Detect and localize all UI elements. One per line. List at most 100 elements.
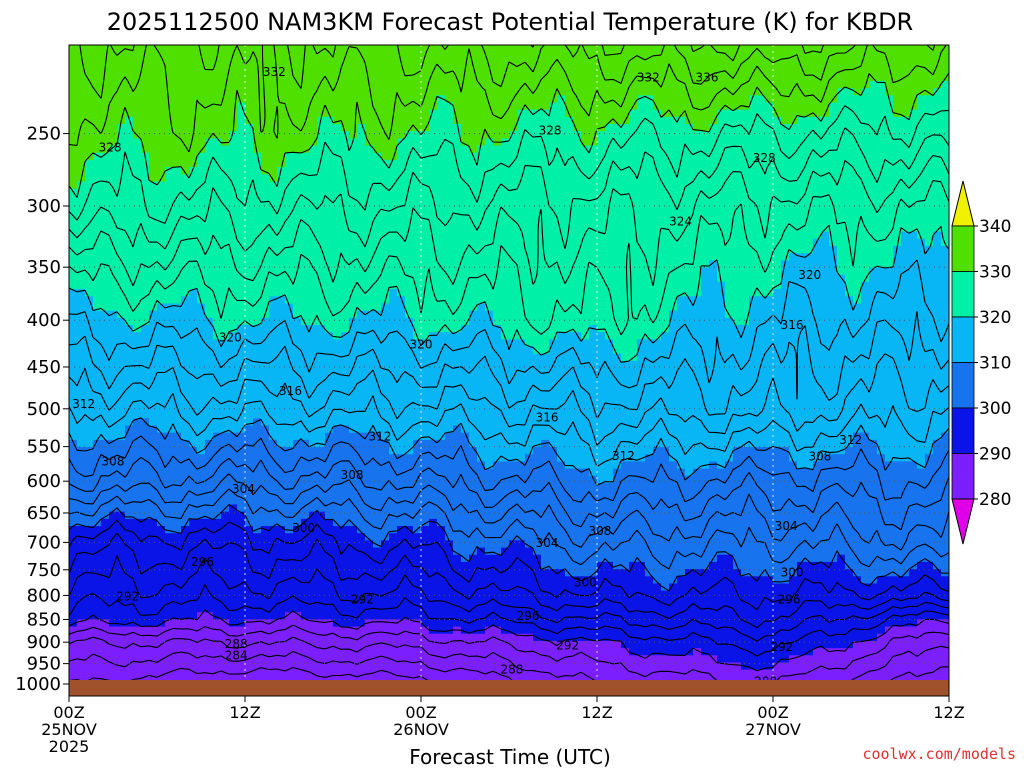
fill-cell bbox=[453, 181, 462, 190]
fill-cell bbox=[653, 332, 662, 340]
fill-cell bbox=[333, 123, 342, 132]
fill-cell bbox=[565, 145, 574, 154]
fill-cell bbox=[605, 52, 614, 60]
fill-cell bbox=[365, 174, 374, 183]
fill-cell bbox=[741, 131, 750, 139]
fill-cell bbox=[685, 95, 694, 104]
fill-cell bbox=[941, 181, 949, 190]
fill-cell bbox=[461, 332, 470, 340]
fill-cell bbox=[637, 317, 646, 326]
fill-cell bbox=[157, 102, 166, 111]
fill-cell bbox=[405, 159, 414, 168]
fill-cell bbox=[837, 80, 846, 89]
fill-cell bbox=[485, 274, 494, 283]
fill-cell bbox=[445, 260, 454, 269]
fill-cell bbox=[317, 116, 326, 125]
fill-cell bbox=[613, 88, 622, 96]
fill-cell bbox=[309, 159, 318, 168]
fill-cell bbox=[317, 368, 326, 376]
fill-cell bbox=[845, 66, 854, 75]
fill-cell bbox=[589, 45, 598, 53]
fill-cell bbox=[917, 238, 926, 247]
fill-cell bbox=[733, 138, 742, 147]
fill-cell bbox=[613, 346, 622, 355]
fill-cell bbox=[293, 238, 302, 247]
fill-cell bbox=[141, 281, 150, 290]
fill-cell bbox=[317, 202, 326, 211]
fill-cell bbox=[277, 310, 286, 319]
fill-cell bbox=[485, 109, 494, 118]
fill-cell bbox=[101, 303, 110, 312]
fill-cell bbox=[437, 224, 446, 233]
fill-cell bbox=[877, 73, 886, 82]
fill-cell bbox=[325, 59, 334, 68]
fill-cell bbox=[365, 360, 374, 369]
fill-cell bbox=[541, 296, 550, 305]
fill-cell bbox=[173, 95, 182, 104]
fill-cell bbox=[853, 45, 862, 53]
fill-cell bbox=[437, 332, 446, 340]
fill-cell bbox=[821, 45, 830, 53]
fill-cell bbox=[733, 181, 742, 190]
fill-cell bbox=[357, 246, 366, 254]
fill-cell bbox=[933, 246, 942, 254]
fill-cell bbox=[813, 238, 822, 247]
fill-cell bbox=[797, 45, 806, 53]
fill-cell bbox=[301, 317, 310, 326]
fill-cell bbox=[221, 281, 230, 290]
fill-cell bbox=[941, 73, 949, 82]
fill-cell bbox=[365, 253, 374, 261]
fill-cell bbox=[405, 296, 414, 305]
fill-cell bbox=[437, 231, 446, 240]
fill-cell bbox=[741, 116, 750, 125]
fill-cell bbox=[149, 360, 158, 369]
fill-cell bbox=[933, 202, 942, 211]
fill-cell bbox=[173, 152, 182, 161]
fill-cell bbox=[757, 332, 766, 340]
fill-cell bbox=[445, 181, 454, 190]
fill-cell bbox=[525, 310, 534, 319]
fill-cell bbox=[125, 303, 134, 312]
fill-cell bbox=[277, 66, 286, 75]
fill-cell bbox=[149, 109, 158, 118]
fill-cell bbox=[253, 289, 262, 297]
fill-cell bbox=[469, 159, 478, 168]
fill-cell bbox=[101, 159, 110, 168]
fill-cell bbox=[309, 73, 318, 82]
fill-cell bbox=[845, 116, 854, 125]
fill-cell bbox=[133, 332, 142, 340]
fill-cell bbox=[165, 123, 174, 132]
fill-cell bbox=[261, 145, 270, 154]
fill-cell bbox=[309, 238, 318, 247]
fill-cell bbox=[685, 231, 694, 240]
fill-cell bbox=[557, 296, 566, 305]
fill-cell bbox=[789, 224, 798, 233]
fill-cell bbox=[533, 274, 542, 283]
fill-cell bbox=[637, 346, 646, 355]
fill-cell bbox=[757, 202, 766, 211]
fill-cell bbox=[397, 202, 406, 211]
fill-cell bbox=[397, 195, 406, 204]
fill-cell bbox=[749, 66, 758, 75]
fill-cell bbox=[613, 159, 622, 168]
fill-cell bbox=[269, 159, 278, 168]
fill-cell bbox=[405, 368, 414, 376]
fill-cell bbox=[381, 210, 390, 218]
fill-cell bbox=[237, 95, 246, 104]
fill-cell bbox=[245, 95, 254, 104]
fill-cell bbox=[581, 95, 590, 104]
fill-cell bbox=[709, 296, 718, 305]
fill-cell bbox=[693, 296, 702, 305]
fill-cell bbox=[165, 45, 174, 53]
fill-cell bbox=[173, 224, 182, 233]
fill-cell bbox=[221, 253, 230, 261]
fill-cell bbox=[701, 188, 710, 197]
fill-cell bbox=[797, 231, 806, 240]
fill-cell bbox=[901, 59, 910, 68]
fill-cell bbox=[741, 253, 750, 261]
fill-cell bbox=[717, 260, 726, 269]
fill-cell bbox=[493, 224, 502, 233]
fill-cell bbox=[453, 45, 462, 53]
fill-cell bbox=[469, 260, 478, 269]
fill-cell bbox=[869, 253, 878, 261]
